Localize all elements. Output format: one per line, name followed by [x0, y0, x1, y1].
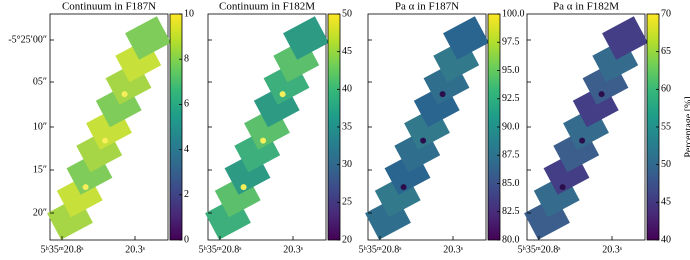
source: [439, 91, 446, 98]
x-tick-label: 5ʰ35ᵐ20.8ˢ: [359, 244, 402, 255]
x-tick-label: 20.3ˢ: [283, 244, 303, 255]
y-tick-label: -5°25′00″: [8, 34, 47, 45]
colorbar: [169, 13, 183, 241]
tile: [125, 16, 171, 60]
colorbar-tick-label: 55: [661, 121, 671, 132]
source: [420, 137, 427, 144]
colorbar-tick-label: 87.5: [502, 150, 520, 161]
colorbar-tick-label: 100.0: [502, 8, 525, 19]
colorbar-tick-label: 50: [661, 159, 671, 170]
y-tick-label: 15″: [33, 164, 47, 175]
colorbar-tick-label: 10: [184, 8, 194, 19]
colorbar-tick-label: 8: [184, 53, 189, 64]
colorbar-tick-label: 20: [342, 234, 352, 245]
mosaic: [47, 16, 171, 240]
mosaic: [365, 16, 489, 240]
x-tick-label: 20.3ˢ: [602, 244, 622, 255]
colorbar-tick-label: 60: [661, 84, 671, 95]
y-tick-label: 05″: [33, 76, 47, 87]
colorbar-tick-label: 6: [184, 99, 189, 110]
colorbar-tick-label: 45: [661, 197, 671, 208]
mosaic: [524, 16, 648, 240]
mosaic: [205, 16, 329, 240]
tile: [443, 16, 489, 60]
source: [400, 184, 407, 191]
colorbar-tick-label: 40: [661, 234, 671, 245]
x-tick-label: 5ʰ35ᵐ20.8ˢ: [518, 244, 561, 255]
colorbar-tick-label: 95.0: [502, 65, 520, 76]
source: [598, 91, 605, 98]
y-tick-label: 20″: [33, 207, 47, 218]
source: [579, 137, 586, 144]
colorbar-tick-label: 2: [184, 189, 189, 200]
colorbar-tick-label: 50: [342, 8, 352, 19]
colorbar-tick-label: 70: [661, 8, 671, 19]
x-tick-label: 5ʰ35ᵐ20.8ˢ: [41, 244, 84, 255]
source: [279, 91, 286, 98]
tile: [283, 16, 329, 60]
colorbar-tick-label: 82.5: [502, 206, 520, 217]
panel-title: Continuum in F182M: [219, 1, 315, 13]
colorbar-tick-label: 80.0: [502, 234, 520, 245]
colorbar-tick-label: 4: [184, 144, 189, 155]
source: [240, 184, 247, 191]
y-tick-label: 10″: [33, 121, 47, 132]
colorbar-tick-label: 45: [342, 46, 352, 57]
source: [559, 184, 566, 191]
colorbar-tick-label: 40: [342, 84, 352, 95]
colorbar-label: Percentage [%]: [683, 96, 690, 157]
colorbar-tick-label: 35: [342, 121, 352, 132]
panel-title: Pa α in F182M: [553, 1, 619, 13]
colorbar-tick-label: 0: [184, 234, 189, 245]
colorbar-tick-label: 90.0: [502, 121, 520, 132]
colorbar-tick-label: 30: [342, 159, 352, 170]
x-tick-label: 5ʰ35ᵐ20.8ˢ: [199, 244, 242, 255]
x-tick-label: 20.3ˢ: [125, 244, 145, 255]
source: [121, 91, 128, 98]
source: [82, 184, 89, 191]
colorbar-tick-label: 92.5: [502, 93, 520, 104]
colorbar-tick-label: 85.0: [502, 178, 520, 189]
panel-title: Continuum in F187N: [62, 1, 156, 13]
panel-title: Pa α in F187N: [395, 1, 459, 13]
x-tick-label: 20.3ˢ: [443, 244, 463, 255]
source: [260, 137, 267, 144]
source: [102, 137, 109, 144]
colorbar-tick-label: 97.5: [502, 37, 520, 48]
colorbar-tick-label: 65: [661, 46, 671, 57]
tile: [602, 16, 648, 60]
colorbar-tick-label: 25: [342, 197, 352, 208]
